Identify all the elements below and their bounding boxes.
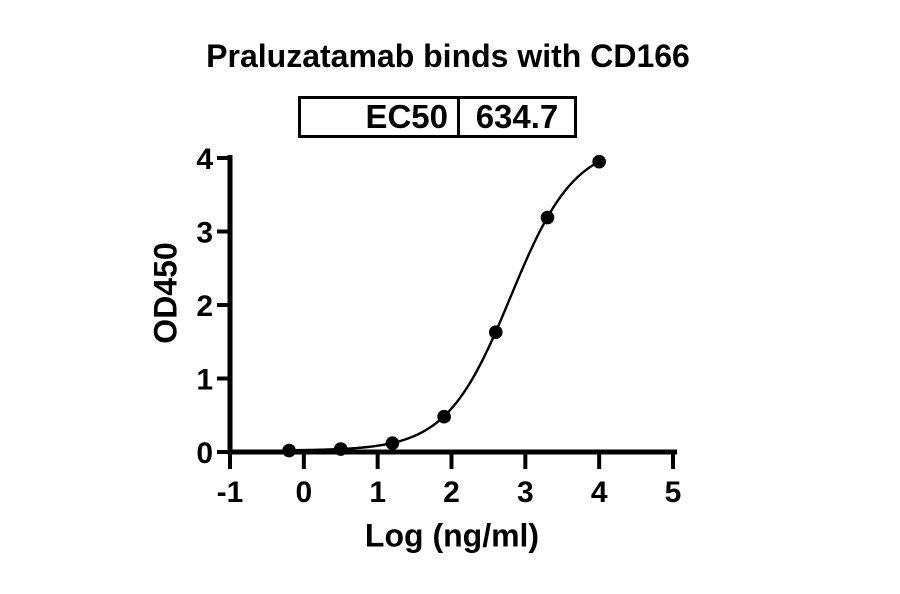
ec50-label-cell: EC50 <box>301 98 460 135</box>
x-axis-title: Log (ng/ml) <box>364 517 540 554</box>
y-axis-title: OD450 <box>147 242 184 344</box>
data-point <box>540 210 555 225</box>
ec50-results-table: EC50 634.7 <box>298 96 577 138</box>
data-point <box>333 442 348 456</box>
data-point <box>282 443 296 458</box>
x-tick-label: 1 <box>369 476 386 509</box>
y-tick-label: 1 <box>196 363 213 396</box>
y-tick-label: 2 <box>196 290 213 323</box>
x-tick-label: 3 <box>517 476 534 509</box>
x-tick-label: 5 <box>665 476 682 509</box>
data-point <box>592 154 606 169</box>
data-point <box>385 436 400 450</box>
x-tick-label: 2 <box>443 476 460 509</box>
ec50-value-cell: 634.7 <box>475 98 559 135</box>
y-tick-label: 4 <box>196 143 213 176</box>
fit-curve <box>287 160 601 452</box>
x-tick-label: 4 <box>591 476 608 509</box>
data-point <box>489 325 503 339</box>
chart-title: Praluzatamab binds with CD166 <box>206 38 690 74</box>
data-point <box>437 409 451 424</box>
y-tick-label: 0 <box>196 437 213 470</box>
y-tick-label: 3 <box>196 216 213 249</box>
x-tick-label: 0 <box>295 476 312 509</box>
x-tick-label: -1 <box>217 476 244 509</box>
